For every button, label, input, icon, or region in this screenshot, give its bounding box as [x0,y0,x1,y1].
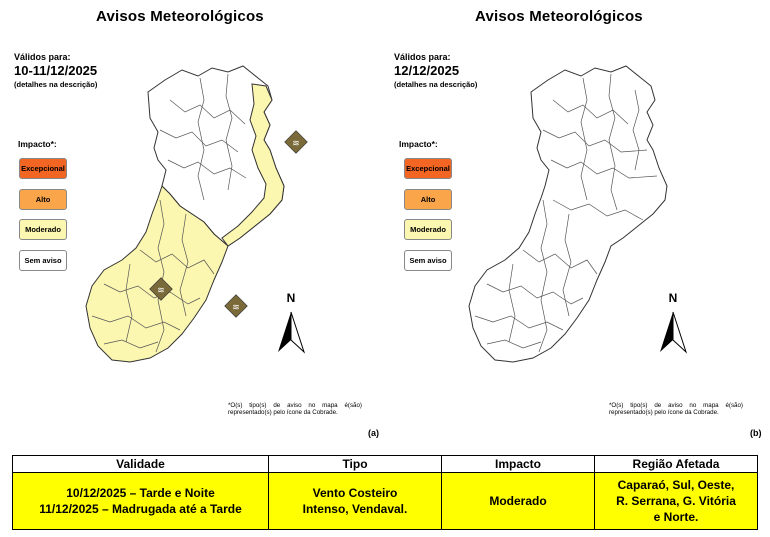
header-regiao: Região Afetada [594,455,758,473]
svg-text:N: N [669,291,678,305]
valid-label: Válidos para: [14,52,71,62]
impact-legend-title: Impacto*: [18,139,57,149]
header-validade: Validade [12,455,269,473]
table-row: 10/12/2025 – Tarde e Noite 11/12/2025 – … [12,472,758,530]
legend-moderado: Moderado [19,219,67,240]
table-header-row: Validade Tipo Impacto Região Afetada [12,455,758,473]
warning-table: Validade Tipo Impacto Região Afetada 10/… [12,455,758,530]
panel-letter: (a) [368,428,379,438]
cell-validade: 10/12/2025 – Tarde e Noite 11/12/2025 – … [12,472,269,530]
espirito-santo-map: ≋ ≋ ≋ N [85,65,308,363]
header-impacto: Impacto [441,455,595,473]
details-note: (detalhes na descrição) [394,80,478,89]
svg-text:N: N [287,291,296,305]
cell-tipo: Vento Costeiro Intenso, Vendaval. [268,472,442,530]
legend-alto: Alto [19,189,67,210]
valid-date: 12/12/2025 [394,63,460,78]
legend-excepcional: Excepcional [19,158,67,179]
map-region-coastal-moderado [221,83,285,247]
svg-text:≋: ≋ [292,139,300,149]
cell-impacto: Moderado [441,472,595,530]
footnote: *O(s) tipo(s) de aviso no mapa é(são) re… [228,402,362,417]
warning-map-panel-b: Avisos Meteorológicos Válidos para: 12/1… [385,0,770,445]
wind-warning-icon: ≋ [284,130,308,154]
map-state-outline [468,65,668,363]
header-tipo: Tipo [268,455,442,473]
footnote: *O(s) tipo(s) de aviso no mapa é(são) re… [609,402,743,417]
valid-date: 10-11/12/2025 [14,63,98,78]
legend-alto: Alto [404,189,452,210]
svg-text:≋: ≋ [157,286,165,296]
legend-excepcional: Excepcional [404,158,452,179]
espirito-santo-map: N [468,65,688,363]
panel-title: Avisos Meteorológicos [96,8,264,25]
legend-sem-aviso: Sem aviso [19,250,67,271]
wind-warning-icon: ≋ [224,294,248,318]
north-arrow-icon: N [278,291,306,354]
north-arrow-icon: N [660,291,688,354]
details-note: (detalhes na descrição) [14,80,98,89]
legend-sem-aviso: Sem aviso [404,250,452,271]
panel-letter: (b) [750,428,762,438]
wind-warning-icon: ≋ [149,277,173,301]
valid-label: Válidos para: [394,52,451,62]
legend-moderado: Moderado [404,219,452,240]
svg-text:≋: ≋ [232,303,240,313]
panel-title: Avisos Meteorológicos [475,8,643,25]
warning-map-panel-a: Avisos Meteorológicos Válidos para: 10-1… [0,0,385,445]
cell-regiao: Caparaó, Sul, Oeste, R. Serrana, G. Vitó… [594,472,758,530]
impact-legend-title: Impacto*: [399,139,438,149]
